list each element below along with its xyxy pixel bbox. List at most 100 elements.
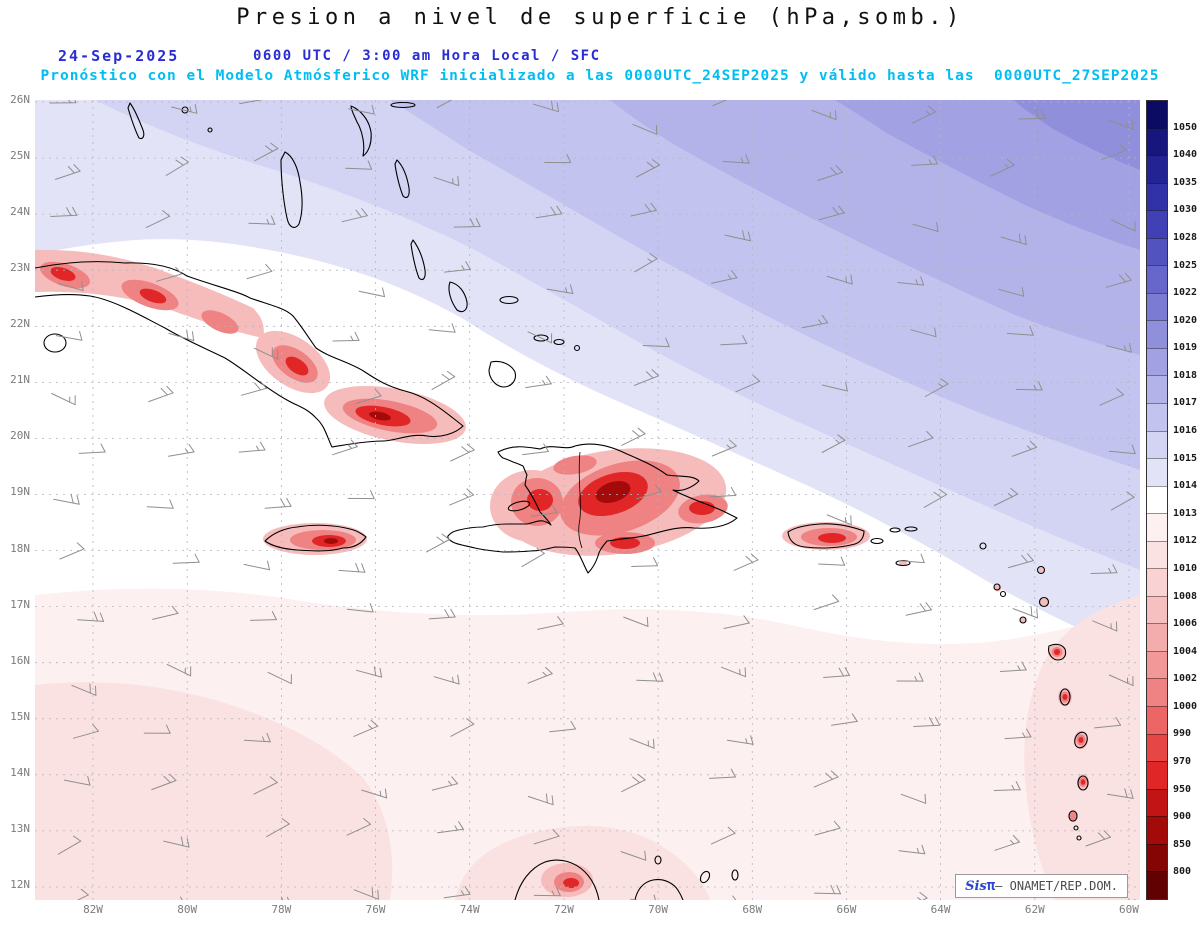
- lon-tick-label: 66W: [836, 903, 857, 916]
- island-outline: [870, 537, 884, 545]
- wind-barb-icon: [928, 105, 936, 113]
- wind-barb-icon: [530, 512, 558, 517]
- wind-barb-icon: [243, 739, 271, 743]
- wind-barb-icon: [433, 676, 460, 685]
- wind-barb-icon: [634, 258, 658, 273]
- wind-barb-icon: [817, 171, 843, 181]
- lat-tick-label: 19N: [10, 485, 30, 499]
- wind-barb-icon: [240, 387, 267, 396]
- wind-barb-icon: [1018, 233, 1021, 244]
- wind-barb-icon: [166, 724, 171, 734]
- wind-barb-icon: [194, 103, 198, 114]
- wind-barb-icon: [658, 672, 664, 682]
- wind-barb-icon: [709, 776, 736, 779]
- wind-barb-icon: [813, 776, 839, 788]
- wind-barb-icon: [905, 609, 932, 616]
- watermark-pi-icon: π: [986, 878, 996, 894]
- wind-barb-icon: [929, 717, 935, 726]
- wind-barb-icon: [1129, 342, 1132, 353]
- colorbar-tick-label: 1028: [1173, 231, 1198, 243]
- wind-barb-icon: [644, 850, 647, 861]
- wind-barb-icon: [350, 439, 358, 448]
- wind-barb-icon: [570, 720, 576, 730]
- wind-barb-icon: [286, 497, 292, 507]
- wind-barb-icon: [180, 156, 189, 163]
- wind-barb-icon: [1011, 784, 1015, 791]
- wind-barb-icon: [341, 215, 368, 223]
- wind-barb-icon: [166, 385, 174, 394]
- wind-barb-icon: [549, 728, 576, 733]
- great-inagua-outline: [488, 360, 516, 388]
- wind-barb-icon: [1038, 381, 1043, 391]
- wind-barb-icon: [254, 382, 262, 391]
- wind-barb-icon: [1017, 665, 1021, 671]
- band-1010-sw: [35, 682, 393, 900]
- wind-barb-icon: [919, 603, 927, 612]
- wind-barb-icon: [831, 720, 858, 726]
- dominica-outline: [1059, 688, 1071, 706]
- colorbar: [1146, 100, 1168, 900]
- wind-barb-icon: [73, 730, 99, 739]
- wind-barb-icon: [1085, 836, 1111, 847]
- wind-barb-icon: [925, 602, 932, 611]
- island-outline: [1036, 565, 1046, 575]
- longitude-axis: 82W 80W 78W 76W 74W 72W 70W 68W 66W 64W 62W 60W: [35, 903, 1140, 921]
- wind-barb-icon: [1105, 279, 1132, 288]
- colorbar-tick-label: 950: [1173, 783, 1192, 795]
- island-outline: [390, 101, 416, 109]
- acklins-outline: [448, 281, 468, 313]
- lat-tick-label: 20N: [10, 429, 30, 443]
- wind-barb-icon: [935, 716, 941, 726]
- lat-tick-label: 23N: [10, 261, 30, 275]
- wind-barb-icon: [156, 273, 183, 282]
- wind-barb-icon: [355, 562, 360, 573]
- colorbar-tick-label: 1030: [1173, 204, 1198, 216]
- wind-barb-icon: [267, 671, 292, 685]
- wind-barb-icon: [168, 451, 195, 457]
- wind-barb-icon: [566, 153, 572, 164]
- coastlines: [35, 101, 1089, 900]
- wind-barb-icon: [724, 234, 751, 242]
- colorbar-cell: [1147, 706, 1167, 734]
- wind-barb-icon: [191, 331, 195, 342]
- wind-barb-icon: [266, 732, 271, 743]
- wind-barb-icon: [536, 547, 545, 554]
- wind-barb-icon: [844, 667, 850, 676]
- wind-barb-icon: [726, 739, 754, 745]
- colorbar-cell: [1147, 485, 1167, 514]
- wind-barb-icon: [735, 380, 761, 393]
- band-1010-south: [455, 825, 710, 900]
- wind-barb-icon: [253, 347, 279, 360]
- wind-barb-icon: [1108, 567, 1112, 574]
- colorbar-tick-label: 1019: [1173, 342, 1198, 354]
- wind-barb-icon: [243, 563, 270, 571]
- map-area: Sisπ– ONAMET/REP.DOM.: [35, 100, 1140, 900]
- wind-barb-icon: [1021, 286, 1025, 297]
- wind-barb-icon: [665, 337, 670, 348]
- wind-barb-icon: [732, 895, 737, 900]
- red-darkest-layer: [324, 411, 631, 544]
- latitude-axis: 26N 25N 24N 23N 22N 21N 20N 19N 18N 17N 16N 15N 14N 1…: [0, 93, 32, 900]
- wind-barb-icon: [565, 287, 568, 293]
- wind-barb-icon: [623, 616, 649, 627]
- wind-barb-icon: [332, 339, 360, 342]
- wind-barb-icon: [428, 329, 456, 333]
- wind-barb-icon: [1126, 491, 1135, 498]
- wind-barb-icon: [1033, 384, 1037, 391]
- wind-barb-icon: [148, 392, 174, 403]
- wind-barb-icon: [248, 222, 276, 225]
- gonave-outline: [507, 500, 531, 512]
- wind-barb-icon: [80, 888, 89, 896]
- wind-barb-icon: [266, 218, 270, 225]
- wind-barb-icon: [1108, 119, 1134, 130]
- wind-barb-icon: [51, 393, 76, 406]
- wind-barb-icon: [918, 672, 924, 682]
- wind-barb-icon: [914, 676, 918, 682]
- wind-barb-icon: [452, 676, 454, 683]
- wind-barb-icon: [936, 222, 939, 232]
- wind-barb-icon: [845, 276, 847, 283]
- wind-barb-icon: [1131, 444, 1136, 455]
- wind-barb-icon: [994, 841, 1020, 851]
- lon-tick-label: 70W: [648, 903, 669, 916]
- wind-barb-icon: [620, 851, 647, 861]
